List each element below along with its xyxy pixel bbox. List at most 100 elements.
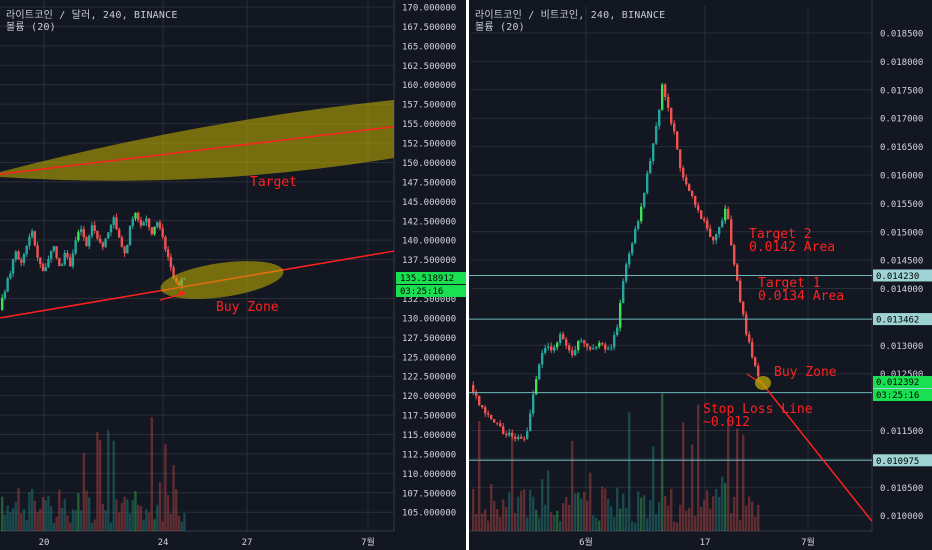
volume-bar (745, 505, 748, 531)
candle-body (613, 335, 616, 348)
volume-bar (679, 504, 682, 531)
x-tick-label: 7월 (361, 536, 375, 548)
volume-bar (128, 513, 132, 531)
level-price-text: 0.010975 (876, 457, 919, 467)
candle-body (673, 123, 676, 132)
x-tick-label: 17 (700, 538, 711, 548)
buy-arrow-head (179, 290, 186, 296)
y-tick-label: 137.500000 (402, 256, 456, 266)
volume-bar (145, 509, 148, 531)
volume-bar (715, 488, 718, 531)
volume-bar (69, 522, 72, 531)
level-price-text: 0.013462 (876, 316, 919, 326)
volume-bar (658, 501, 661, 531)
volume-bar (712, 496, 715, 531)
y-tick-label: 0.015500 (880, 200, 923, 210)
y-tick-label: 0.017500 (880, 86, 923, 96)
volume-bar (22, 508, 26, 531)
candle-body (562, 334, 565, 340)
candle-body (748, 334, 751, 342)
candle-body (104, 238, 107, 247)
candle-body (484, 407, 487, 414)
volume-bar (742, 434, 745, 531)
volume-bar (544, 504, 547, 531)
y-tick-label: 150.000000 (402, 159, 456, 169)
y-tick-label: 117.500000 (402, 412, 456, 422)
candle-body (101, 242, 105, 247)
volume-bar (475, 513, 478, 531)
candle-body (475, 392, 478, 396)
candle-body (517, 436, 520, 440)
volume-bar (709, 508, 712, 531)
volume-bar (147, 512, 151, 531)
volume-bar (721, 476, 724, 531)
right-chart-canvas[interactable]: 0.018500 0.018000 0.017500 0.017000 0.016500… (469, 0, 932, 550)
volume-bar (88, 497, 91, 531)
volume-bar (649, 500, 652, 531)
candle-body (655, 126, 658, 144)
candle-body (39, 257, 42, 265)
level-price-tag (873, 269, 932, 282)
candle-body (66, 252, 69, 258)
y-tick-label: 140.000000 (402, 237, 456, 247)
candle-body (658, 109, 661, 127)
volume-bar (175, 489, 178, 531)
candle-body (153, 226, 156, 235)
volume-bar (538, 517, 541, 531)
volume-bar (634, 522, 637, 531)
volume-bar (730, 513, 733, 531)
left-chart-panel[interactable]: 170.000000 167.500000 165.000000 162.500000… (0, 0, 466, 550)
candle-body (115, 217, 118, 230)
candle-body (505, 433, 508, 436)
volume-bar (134, 491, 137, 531)
volume-bar (71, 509, 75, 531)
volume-bar (520, 490, 523, 531)
volume-bar (60, 508, 64, 531)
candle-body (598, 342, 601, 347)
target-zone (0, 100, 394, 181)
volume-bar (529, 489, 532, 531)
y-tick-label: 165.000000 (402, 42, 456, 52)
volume-bar (131, 499, 134, 531)
volume-bar (514, 512, 517, 531)
volume-bar (63, 498, 66, 531)
candle-body (137, 212, 140, 221)
volume-bar (85, 490, 88, 531)
volume-bar (11, 508, 15, 531)
right-chart-panel[interactable]: 0.018500 0.018000 0.017500 0.017000 0.016500… (469, 0, 932, 550)
candle-body (117, 229, 121, 238)
candle-body (30, 231, 34, 237)
candle-body (112, 217, 115, 225)
volume-bar (553, 515, 556, 531)
volume-bar (619, 508, 622, 531)
volume-bar (49, 505, 53, 531)
candle-body (640, 206, 643, 222)
volume-bar (646, 518, 649, 531)
panel-divider[interactable] (466, 0, 469, 550)
y-tick-label: 0.011500 (880, 427, 923, 437)
candle-body (571, 350, 574, 356)
left-volume-indicator-label: 볼륨 (20) (6, 22, 56, 33)
candle-body (131, 218, 134, 226)
countdown-tag (873, 389, 932, 401)
y-tick-label: 0.017000 (880, 115, 923, 125)
volume-bar (126, 499, 129, 531)
volume-bar (98, 440, 102, 531)
volume-bar (161, 521, 164, 531)
candle-body (33, 231, 37, 246)
left-chart-canvas[interactable]: 170.000000 167.500000 165.000000 162.500000… (0, 0, 466, 550)
volume-bar (739, 519, 742, 531)
y-tick-label: 110.000000 (402, 470, 456, 480)
y-tick-label: 127.500000 (402, 334, 456, 344)
y-tick-label: 160.000000 (402, 81, 456, 91)
buy-zone-label: Buy Zone (216, 300, 279, 315)
volume-bar (3, 514, 7, 531)
candle-body (166, 249, 170, 257)
candle-body (93, 225, 96, 231)
volume-bar (625, 507, 628, 531)
x-tick-label: 27 (242, 538, 253, 548)
volume-bar (9, 512, 12, 531)
volume-bar (6, 505, 9, 531)
volume-bar (153, 519, 156, 531)
volume-bar (664, 496, 667, 531)
